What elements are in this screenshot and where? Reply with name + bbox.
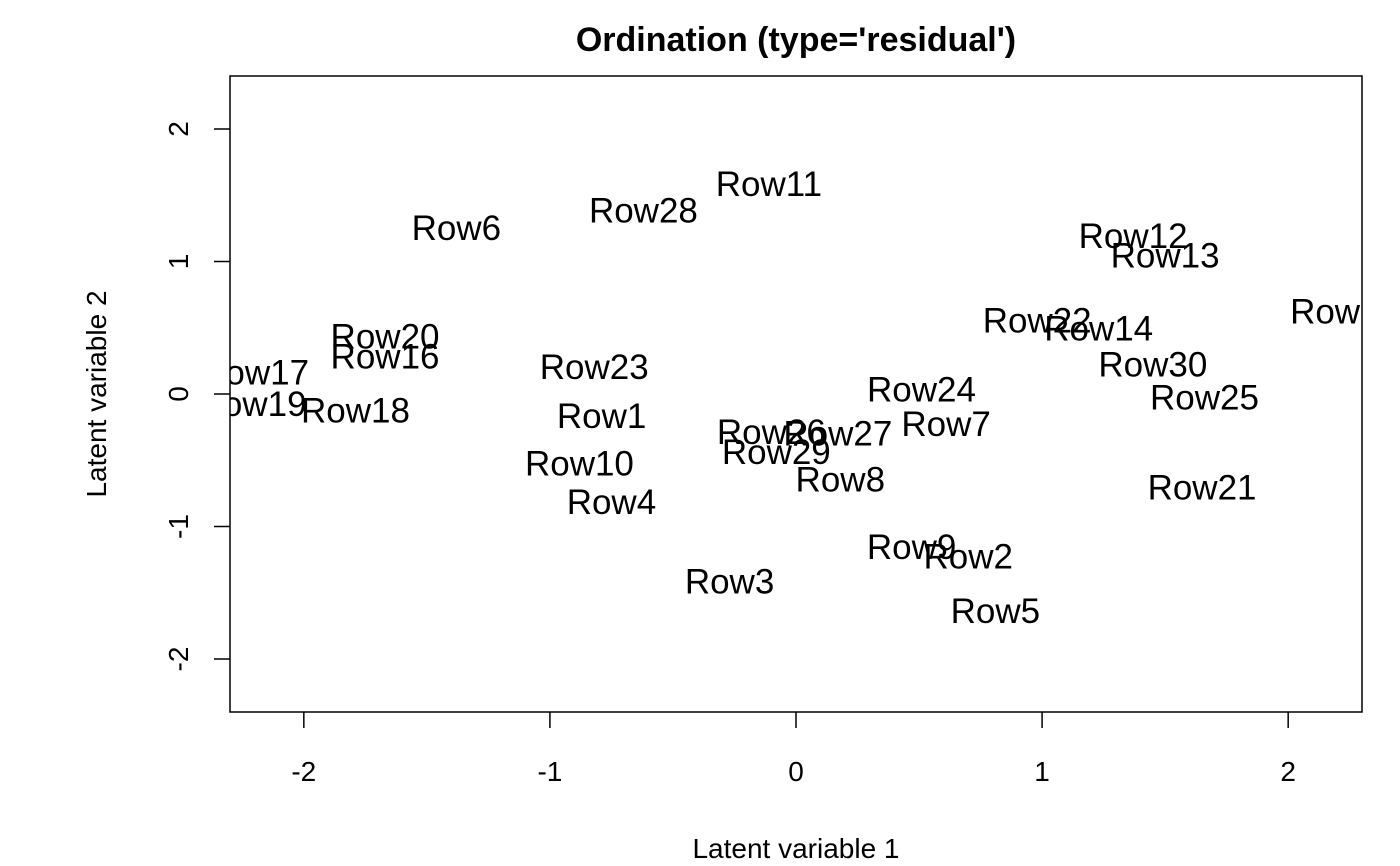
point-label: Row17 xyxy=(200,353,309,392)
x-axis-title: Latent variable 1 xyxy=(692,833,899,864)
point-labels: Row1 Row2 Row3 Row4 Row5 Row6 Row7 Row8 Row9 Row1… xyxy=(198,165,1361,631)
x-tick-label: 1 xyxy=(1034,756,1050,787)
point-label: Row25 xyxy=(1150,378,1259,417)
y-tick-label: 1 xyxy=(163,254,194,270)
point-label: Row8 xyxy=(796,461,885,500)
x-tick-label: 0 xyxy=(788,756,804,787)
y-axis: -2 -1 0 1 2 xyxy=(163,121,230,671)
y-tick-label: 0 xyxy=(163,386,194,402)
point-label: Row14 xyxy=(1044,310,1153,349)
point-label: Row3 xyxy=(685,563,774,602)
point-label: Row24 xyxy=(867,371,976,410)
y-axis-title: Latent variable 2 xyxy=(81,290,112,497)
point-label: Row xyxy=(1290,292,1361,331)
point-label: Row22 xyxy=(983,302,1092,341)
x-tick-label: -1 xyxy=(537,756,562,787)
point-label: Row12 xyxy=(1079,217,1188,256)
point-label: Row16 xyxy=(331,337,440,376)
point-label: Row7 xyxy=(901,405,990,444)
y-tick-label: 2 xyxy=(163,121,194,137)
point-label: Row4 xyxy=(567,483,656,522)
point-label: Row6 xyxy=(412,209,501,248)
point-label: Row2 xyxy=(924,537,1013,576)
y-tick-label: -1 xyxy=(163,514,194,539)
point-label: Row21 xyxy=(1148,469,1257,508)
x-axis: -2 -1 0 1 2 xyxy=(291,712,1296,787)
x-tick-label: -2 xyxy=(291,756,316,787)
point-label: Row10 xyxy=(525,445,634,484)
point-label: Row28 xyxy=(589,192,698,231)
point-label: Row20 xyxy=(331,318,440,357)
point-label: Row23 xyxy=(540,348,649,387)
y-tick-label: -2 xyxy=(163,647,194,672)
x-tick-label: 2 xyxy=(1280,756,1296,787)
chart-title: Ordination (type='residual') xyxy=(576,21,1016,59)
point-label: Row19 xyxy=(198,385,307,424)
point-label: Row5 xyxy=(951,592,1040,631)
point-label: Row30 xyxy=(1098,345,1207,384)
point-label: Row1 xyxy=(557,397,646,436)
point-label: Row26 xyxy=(717,413,826,452)
point-label: Row11 xyxy=(716,165,822,204)
point-label: Row18 xyxy=(301,392,410,431)
point-label: Row29 xyxy=(722,433,831,472)
point-label: Row27 xyxy=(783,414,892,453)
point-label: Row13 xyxy=(1111,237,1220,276)
point-label: Row9 xyxy=(867,528,956,567)
